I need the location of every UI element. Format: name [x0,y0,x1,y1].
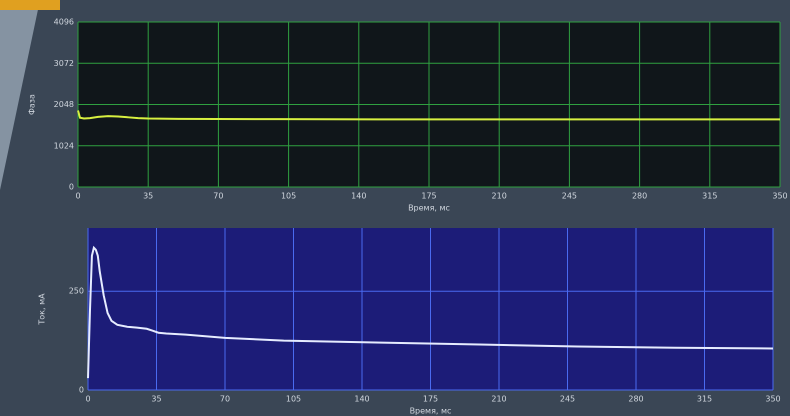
x-tick-label: 280 [628,395,643,404]
x-tick-label: 105 [281,192,296,201]
x-tick-label: 245 [562,192,577,201]
y-tick-label: 4096 [54,18,74,27]
x-tick-label: 210 [492,192,507,201]
x-tick-label: 140 [351,192,366,201]
x-tick-label: 0 [75,192,80,201]
x-axis-label: Время, мс [410,407,452,416]
screen: 0 1024 2048 3072 4096 0 35 70 105 140 175 210 245 280… [0,0,790,416]
x-tick-label: 70 [220,395,230,404]
x-tick-label: 175 [423,395,438,404]
x-tick-label: 210 [491,395,506,404]
x-tick-label: 105 [286,395,301,404]
y-tick-label: 2048 [54,100,74,109]
x-tick-label: 280 [632,192,647,201]
x-tick-label: 350 [765,395,780,404]
x-tick-label: 175 [421,192,436,201]
y-tick-label: 1024 [54,141,74,150]
x-tick-label: 70 [213,192,223,201]
x-tick-label: 35 [143,192,153,201]
x-tick-label: 350 [772,192,787,201]
x-tick-label: 35 [151,395,161,404]
x-tick-label: 245 [560,395,575,404]
x-axis-label: Время, мс [408,204,450,213]
y-tick-label: 0 [79,386,84,395]
x-tick-label: 315 [702,192,717,201]
y-tick-label: 3072 [54,59,74,68]
x-tick-label: 0 [85,395,90,404]
x-tick-label: 315 [697,395,712,404]
y-axis-label: Ток, мА [38,293,47,326]
y-tick-label: 250 [69,287,84,296]
screen-edge [0,0,60,10]
x-tick-label: 140 [354,395,369,404]
y-axis-label: Фаза [28,94,37,115]
y-tick-label: 0 [69,183,74,192]
